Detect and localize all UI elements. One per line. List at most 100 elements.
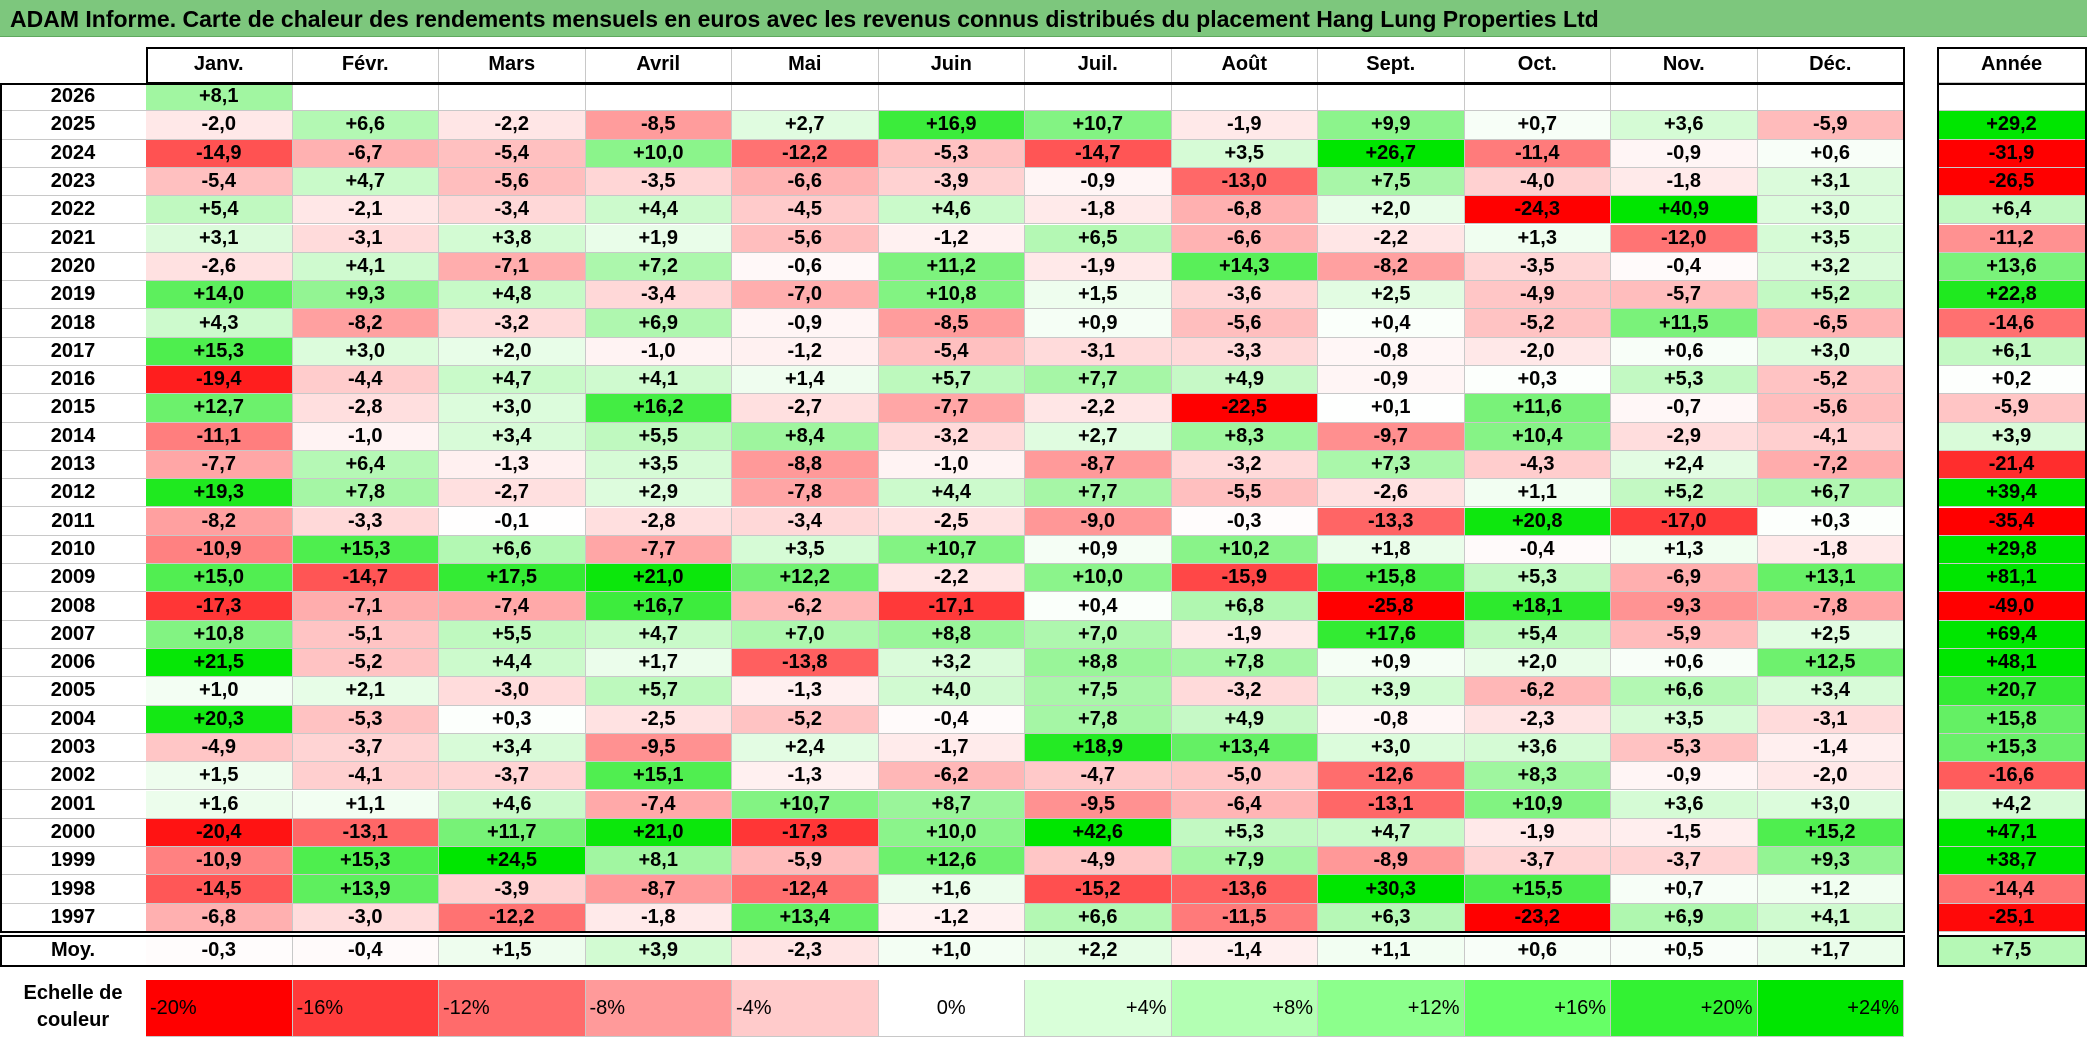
heatmap-cell: -0,4 — [1464, 535, 1611, 565]
heatmap-cell: -2,0 — [1757, 762, 1904, 791]
heatmap-cell: +4,4 — [439, 649, 586, 678]
annual-cell: +20,7 — [1937, 677, 2087, 706]
heatmap-cell — [1611, 83, 1758, 112]
heatmap-cell: -4,9 — [146, 733, 293, 763]
heatmap-cell: +3,5 — [1171, 139, 1318, 168]
heatmap-cell: -3,2 — [1171, 450, 1318, 480]
heatmap-cell: -9,3 — [1611, 592, 1758, 621]
heatmap-cell: -4,1 — [292, 762, 439, 791]
heatmap-cell: +6,6 — [1025, 903, 1172, 932]
heatmap-cell: -8,7 — [1025, 450, 1172, 480]
year-label: 2007 — [0, 620, 146, 649]
heatmap-cell: +19,3 — [146, 479, 293, 508]
heatmap-cell: +42,6 — [1025, 818, 1172, 848]
heatmap-cell: -1,9 — [1464, 818, 1611, 848]
heatmap-cell: -2,5 — [585, 705, 732, 734]
heatmap-cell: -2,2 — [1025, 394, 1172, 423]
heatmap-cell: -12,2 — [439, 903, 586, 932]
heatmap-cell: -0,6 — [732, 252, 879, 282]
heatmap-cell: -4,7 — [1025, 762, 1172, 791]
heatmap-cell: -8,7 — [585, 875, 732, 904]
heatmap-cell: +2,9 — [585, 479, 732, 508]
heatmap-cell: +1,5 — [1025, 281, 1172, 310]
heatmap-cell: -5,9 — [1611, 620, 1758, 649]
heatmap-cell: +40,9 — [1611, 196, 1758, 225]
heatmap-cell: -0,1 — [439, 507, 586, 536]
heatmap-cell: +3,5 — [585, 450, 732, 480]
heatmap-cell: -3,2 — [1171, 677, 1318, 706]
heatmap-cell: -3,0 — [292, 903, 439, 932]
heatmap-cell: -8,2 — [1318, 252, 1465, 282]
heatmap-cell: -13,1 — [1318, 790, 1465, 819]
heatmap-cell: +4,6 — [439, 790, 586, 819]
heatmap-cell: +1,0 — [146, 677, 293, 706]
heatmap-cell: +3,1 — [1757, 167, 1904, 197]
heatmap-cell: -6,9 — [1611, 564, 1758, 593]
heatmap-cell: +8,1 — [585, 847, 732, 876]
heatmap-cell — [1318, 83, 1465, 112]
heatmap-cell: -2,3 — [1464, 705, 1611, 734]
heatmap-cell: +3,4 — [1757, 677, 1904, 706]
heatmap-cell: -3,5 — [1464, 252, 1611, 282]
heatmap-cell: +1,4 — [732, 366, 879, 395]
heatmap-cell: -4,9 — [1464, 281, 1611, 310]
heatmap-cell: -3,4 — [732, 507, 879, 536]
annual-cell: -25,1 — [1937, 903, 2087, 932]
heatmap-cell: -7,1 — [292, 592, 439, 621]
column-header: Déc. — [1757, 47, 1904, 83]
heatmap-cell: -14,7 — [1025, 139, 1172, 168]
heatmap-cell: +16,9 — [878, 111, 1025, 140]
heatmap-cell: -0,4 — [878, 705, 1025, 734]
heatmap-cell: +21,0 — [585, 818, 732, 848]
heatmap-cell: -1,0 — [585, 337, 732, 366]
heatmap-cell: -1,8 — [1025, 196, 1172, 225]
heatmap-cell: +6,6 — [292, 111, 439, 140]
heatmap-cell: +4,3 — [146, 309, 293, 338]
heatmap-cell: +1,1 — [292, 790, 439, 819]
annual-cell: +47,1 — [1937, 818, 2087, 848]
heatmap-cell: -2,5 — [878, 507, 1025, 536]
column-header: Août — [1171, 47, 1318, 83]
heatmap-cell: -2,8 — [292, 394, 439, 423]
heatmap-cell: +8,4 — [732, 422, 879, 451]
column-header: Mars — [439, 47, 586, 83]
heatmap-cell: +17,6 — [1318, 620, 1465, 649]
heatmap-cell — [439, 83, 586, 112]
heatmap-cell: -14,5 — [146, 875, 293, 904]
heatmap-cell: -7,7 — [146, 450, 293, 480]
heatmap-cell: +1,3 — [1611, 535, 1758, 565]
heatmap-cell: +0,3 — [439, 705, 586, 734]
heatmap-cell: -9,0 — [1025, 507, 1172, 536]
annual-cell: -49,0 — [1937, 592, 2087, 621]
heatmap-cell: +10,0 — [1025, 564, 1172, 593]
heatmap-cell: +0,9 — [1025, 535, 1172, 565]
column-header: Févr. — [292, 47, 439, 83]
heatmap-cell: +18,9 — [1025, 733, 1172, 763]
heatmap-cell: +4,7 — [439, 366, 586, 395]
heatmap-cell: +7,8 — [1171, 649, 1318, 678]
heatmap-cell: +12,6 — [878, 847, 1025, 876]
average-cell: -2,3 — [732, 936, 879, 966]
heatmap-cell: -5,9 — [732, 847, 879, 876]
heatmap-cell: -11,5 — [1171, 903, 1318, 932]
heatmap-cell: -5,2 — [732, 705, 879, 734]
heatmap-cell: -5,6 — [732, 224, 879, 253]
heatmap-cell: -12,4 — [732, 875, 879, 904]
heatmap-cell — [292, 83, 439, 112]
heatmap-cell: +7,0 — [732, 620, 879, 649]
heatmap-cell: -5,0 — [1171, 762, 1318, 791]
heatmap-cell: -1,7 — [878, 733, 1025, 763]
heatmap-cell: -0,9 — [1611, 762, 1758, 791]
heatmap-cell: +13,1 — [1757, 564, 1904, 593]
heatmap-cell: +15,8 — [1318, 564, 1465, 593]
heatmap-cell: +10,8 — [146, 620, 293, 649]
heatmap-cell: -14,9 — [146, 139, 293, 168]
heatmap-cell: -10,9 — [146, 847, 293, 876]
heatmap-cell: +15,5 — [1464, 875, 1611, 904]
color-scale-step: 0% — [878, 980, 1025, 1037]
heatmap-cell: -1,8 — [585, 903, 732, 932]
heatmap-cell: -1,9 — [1171, 111, 1318, 140]
heatmap-cell: +4,0 — [878, 677, 1025, 706]
heatmap-cell: -2,2 — [878, 564, 1025, 593]
heatmap-cell: +3,1 — [146, 224, 293, 253]
